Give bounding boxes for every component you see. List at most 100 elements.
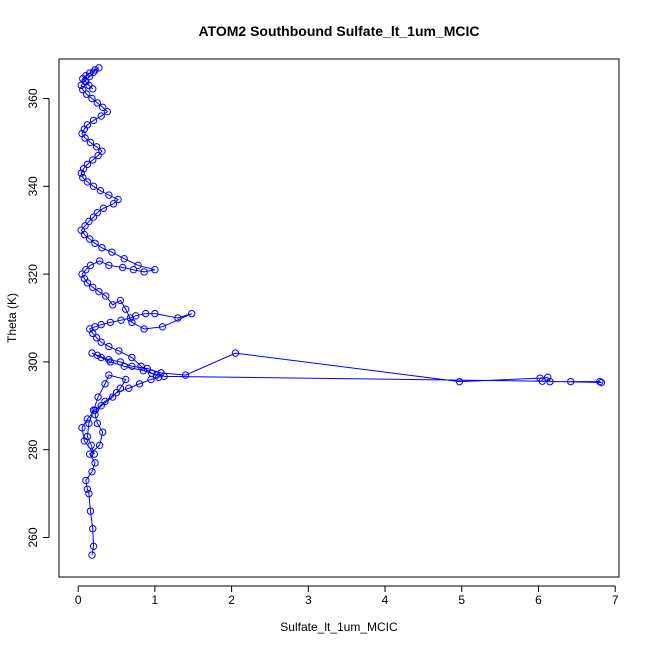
data-point [109, 393, 117, 401]
data-point [89, 156, 97, 164]
data-point [120, 255, 128, 263]
data-point [99, 428, 107, 436]
data-point [89, 182, 98, 191]
data-point [99, 204, 108, 212]
y-tick-label: 360 [26, 88, 40, 108]
data-point [128, 353, 136, 362]
data-point [97, 338, 105, 346]
data-point [88, 467, 96, 476]
data-point [78, 129, 86, 138]
data-point [78, 424, 86, 432]
data-point [95, 441, 104, 450]
data-point [85, 217, 93, 226]
data-point [94, 393, 102, 401]
data-point [137, 362, 145, 370]
data-point [79, 86, 87, 94]
data-point [122, 375, 130, 384]
x-tick-label: 3 [305, 593, 312, 607]
data-point [158, 323, 167, 331]
data-point [112, 388, 121, 397]
data-point [596, 377, 604, 386]
y-tick-label: 280 [26, 439, 40, 459]
data-point [79, 173, 87, 182]
data-point [80, 437, 89, 445]
x-tick-label: 4 [382, 593, 389, 607]
data-point [120, 362, 128, 370]
data-point [101, 397, 109, 406]
data-point [129, 266, 138, 274]
chart-title: ATOM2 Southbound Sulfate_lt_1um_MCIC [198, 23, 479, 39]
data-point [140, 325, 148, 333]
data-point [132, 312, 140, 320]
plot-area [58, 58, 620, 578]
y-tick-label: 260 [26, 527, 40, 547]
data-point [155, 373, 163, 381]
data-point [90, 450, 98, 458]
data-point [116, 358, 125, 366]
data-point [95, 287, 103, 296]
data-point [152, 371, 161, 379]
data-point [93, 351, 102, 360]
data-point [140, 268, 148, 276]
data-point [95, 64, 103, 72]
data-point [89, 213, 98, 221]
data-point [91, 406, 99, 414]
x-tick-label: 6 [535, 593, 542, 607]
data-point [122, 305, 130, 313]
data-point [91, 66, 99, 74]
data-point [92, 143, 101, 151]
data-point [82, 476, 90, 485]
data-point [88, 94, 96, 103]
y-tick-label: 300 [26, 352, 40, 372]
data-point [188, 309, 196, 318]
data-point [116, 296, 125, 305]
data-point [94, 151, 102, 160]
x-tick-label: 1 [152, 593, 159, 607]
data-point [86, 261, 95, 270]
data-point [97, 112, 105, 120]
series-layer [77, 64, 606, 559]
data-point [105, 342, 113, 351]
data-point [89, 525, 97, 533]
data-point [128, 318, 136, 327]
data-point [114, 195, 122, 204]
y-tick-label: 320 [26, 264, 40, 284]
data-point [97, 402, 105, 410]
data-point [105, 191, 113, 199]
data-point [83, 160, 92, 169]
data-point [89, 283, 97, 291]
data-point [139, 366, 148, 375]
data-point [87, 441, 95, 450]
data-point [85, 419, 93, 428]
data-point [77, 81, 85, 90]
data-point [538, 377, 546, 385]
data-point [77, 226, 85, 234]
data-point [109, 200, 118, 208]
data-point [97, 320, 105, 329]
data-point [102, 292, 110, 300]
data-point [88, 551, 96, 559]
data-point [83, 121, 92, 129]
x-tick-label: 2 [228, 593, 235, 607]
data-point [80, 274, 89, 283]
data-point [83, 485, 92, 493]
data-point [86, 507, 95, 515]
y-axis: 260 280 300 320 340 360 [26, 88, 50, 548]
data-point [135, 380, 144, 388]
data-point [89, 116, 98, 125]
data-point [160, 372, 168, 381]
data-point [97, 353, 105, 362]
data-point [95, 257, 104, 265]
data-point [81, 222, 89, 230]
x-tick-label: 7 [612, 593, 619, 607]
data-point [89, 542, 98, 550]
data-point [106, 358, 115, 366]
data-point [108, 248, 116, 256]
data-point [566, 377, 575, 386]
data-point [93, 419, 102, 428]
data-point [77, 169, 85, 177]
data-point [103, 107, 112, 116]
data-point [134, 261, 142, 270]
